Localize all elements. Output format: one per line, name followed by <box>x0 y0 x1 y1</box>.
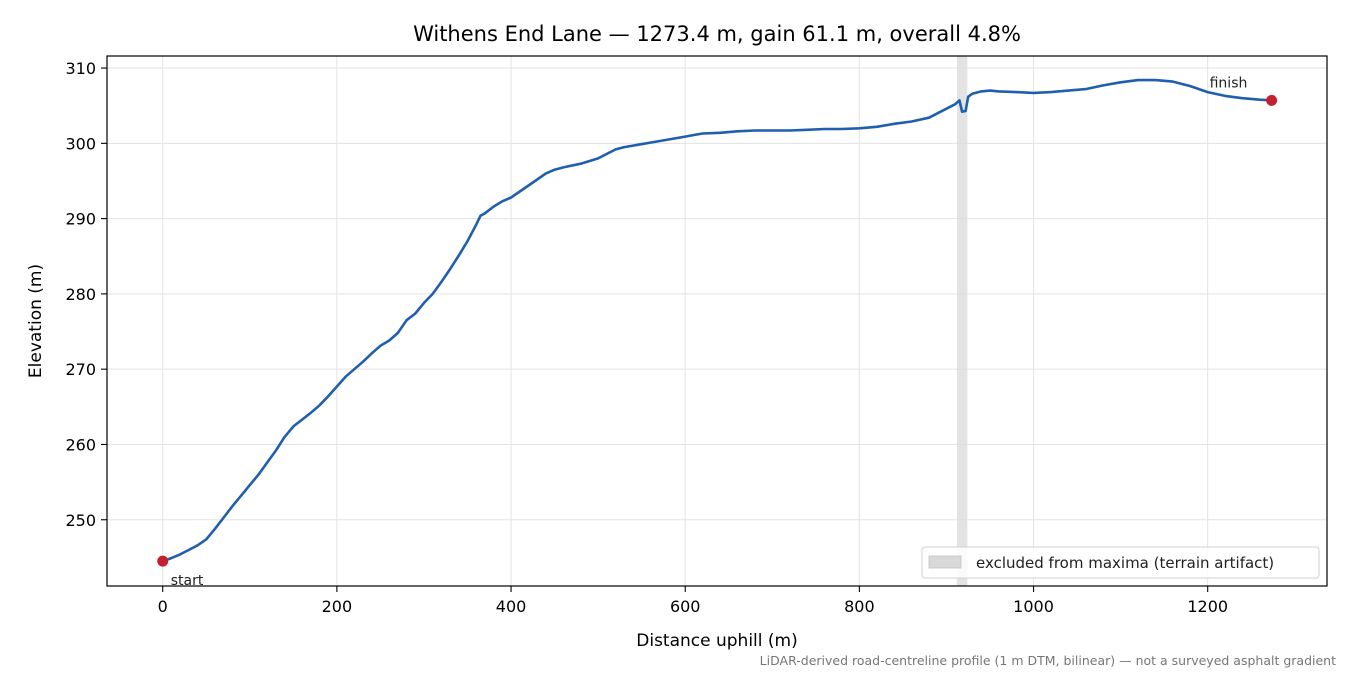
y-tick-label: 250 <box>65 511 96 530</box>
x-tick-label: 800 <box>844 597 875 616</box>
y-tick-label: 310 <box>65 59 96 78</box>
chart-title: Withens End Lane — 1273.4 m, gain 61.1 m… <box>413 22 1021 46</box>
y-axis-label: Elevation (m) <box>26 264 46 378</box>
legend-entry-excluded: excluded from maxima (terrain artifact) <box>976 554 1274 572</box>
grid-lines <box>107 56 1327 586</box>
finish-annotation: finish <box>1210 75 1248 91</box>
x-tick-label: 600 <box>670 597 701 616</box>
x-tick-label: 200 <box>322 597 353 616</box>
x-tick-label: 1000 <box>1013 597 1054 616</box>
x-axis-ticks: 0 200 400 600 800 1000 1200 <box>158 586 1228 616</box>
excluded-band <box>956 56 968 586</box>
marker-layer: start finish <box>157 75 1278 589</box>
x-tick-label: 0 <box>158 597 168 616</box>
plot-frame <box>106 55 1328 587</box>
x-axis-label: Distance uphill (m) <box>636 631 797 651</box>
series-layer <box>161 78 1273 563</box>
start-marker <box>157 555 169 567</box>
y-tick-label: 260 <box>65 435 96 454</box>
start-annotation: start <box>171 573 204 589</box>
y-axis-ticks: 250 260 270 280 290 300 310 <box>65 59 107 530</box>
finish-marker <box>1266 94 1278 106</box>
y-tick-label: 280 <box>65 285 96 304</box>
y-tick-label: 270 <box>65 360 96 379</box>
x-tick-label: 400 <box>496 597 527 616</box>
excluded-region-band <box>956 56 968 586</box>
y-tick-label: 300 <box>65 134 96 153</box>
x-tick-label: 1200 <box>1187 597 1228 616</box>
y-tick-label: 290 <box>65 210 96 229</box>
footnote: LiDAR-derived road-centreline profile (1… <box>760 653 1336 668</box>
legend: excluded from maxima (terrain artifact) <box>921 546 1320 579</box>
legend-box <box>921 546 1320 579</box>
elevation-profile-line <box>161 78 1273 563</box>
legend-swatch <box>928 555 962 569</box>
